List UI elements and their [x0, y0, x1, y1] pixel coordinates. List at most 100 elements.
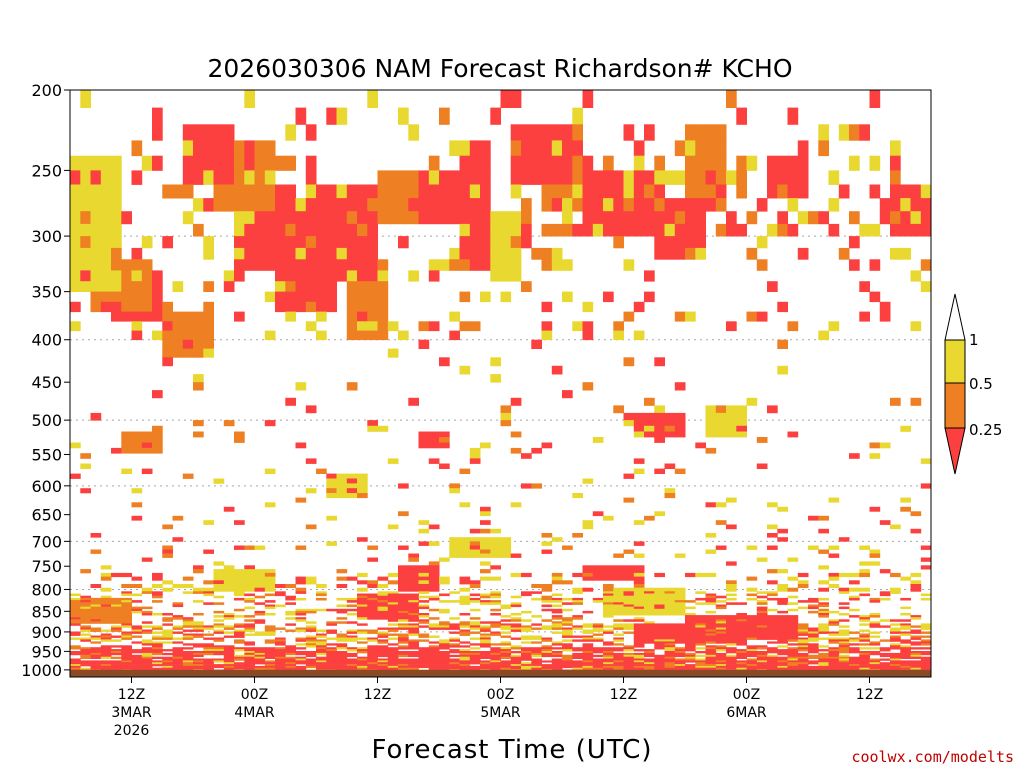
ri-cell-443 — [490, 236, 501, 249]
ri-cell-2998 — [818, 660, 829, 663]
ri-cell-3294 — [541, 667, 553, 670]
ri-cell-977 — [551, 537, 563, 542]
ri-cell-912 — [295, 497, 307, 503]
ri-cell-380 — [367, 223, 378, 237]
ri-cell-2366 — [141, 643, 153, 646]
ri-cell-3305 — [664, 667, 676, 670]
ri-cell-2923 — [869, 658, 881, 661]
ri-cell-2039 — [582, 629, 594, 632]
ri-cell-1111 — [521, 572, 532, 578]
ri-cell-1387 — [469, 597, 481, 601]
ri-cell-2380 — [439, 643, 450, 646]
ri-cell-204 — [418, 184, 430, 199]
ri-cell-1968 — [305, 627, 317, 630]
ri-cell-2899 — [603, 658, 614, 661]
ri-cell-3107 — [264, 664, 276, 667]
ri-cell-1507 — [264, 604, 276, 608]
ri-cell-3274 — [326, 667, 337, 670]
ri-cell-202 — [398, 184, 409, 199]
ri-cell-1010 — [859, 545, 870, 550]
ri-cell-664 — [859, 311, 870, 322]
ri-cell-1447 — [633, 600, 645, 603]
ri-cell-1684 — [900, 613, 911, 616]
ri-cell-1433 — [418, 600, 430, 603]
ri-cell-1695 — [244, 615, 255, 618]
ri-cell-714 — [193, 339, 204, 349]
ri-cell-957 — [418, 528, 430, 534]
ri-cell-2821 — [459, 656, 471, 659]
ri-cell-265 — [408, 198, 419, 212]
credit-link[interactable]: coolwx.com/modelts — [851, 748, 1014, 766]
ri-cell-2464 — [254, 647, 266, 650]
ri-cell-3122 — [428, 664, 440, 667]
ri-cell-2919 — [828, 658, 840, 661]
ri-cell-2552 — [500, 649, 512, 652]
ri-cell-444 — [500, 236, 512, 249]
ri-cell-1925 — [572, 625, 583, 628]
ri-cell-675 — [357, 321, 368, 332]
ri-cell-398 — [644, 223, 655, 237]
ri-cell-546 — [234, 270, 245, 282]
ri-cell-672 — [203, 321, 214, 332]
ri-cell-2006 — [808, 627, 819, 630]
ri-cell-619 — [111, 301, 122, 313]
ri-cell-1482 — [572, 602, 583, 605]
ri-cell-1558 — [674, 606, 686, 610]
ri-cell-2540 — [316, 649, 327, 652]
ri-cell-1553 — [623, 606, 635, 610]
ri-cell-1802 — [879, 619, 891, 622]
ri-cell-898 — [131, 488, 143, 494]
ri-cell-1371 — [121, 597, 132, 601]
ri-cell-2505 — [746, 647, 758, 650]
ri-cell-3273 — [316, 667, 327, 670]
ri-cell-1262 — [859, 587, 870, 592]
ri-cell-2242 — [541, 637, 553, 640]
ri-cell-594 — [121, 291, 132, 303]
ri-cell-48 — [213, 140, 225, 157]
ri-cell-1259 — [818, 587, 829, 592]
ri-cell-107 — [654, 155, 665, 171]
ri-cell-2904 — [654, 658, 665, 661]
ri-cell-839 — [541, 442, 553, 449]
ri-cell-1957 — [111, 627, 122, 630]
ri-cell-2264 — [818, 637, 829, 640]
ri-cell-2986 — [695, 660, 706, 663]
ri-cell-2059 — [808, 629, 819, 632]
ri-cell-1235 — [254, 587, 266, 592]
ri-cell-1573 — [234, 608, 245, 612]
ri-cell-762 — [644, 412, 655, 421]
y-tick-label-800: 800 — [31, 580, 62, 599]
ri-cell-2915 — [777, 658, 788, 661]
ri-cell-2988 — [715, 660, 727, 663]
ri-cell-1671 — [613, 613, 624, 616]
ri-cell-2451 — [80, 647, 91, 650]
ri-cell-110 — [705, 155, 717, 171]
ri-cell-1343 — [387, 595, 399, 599]
ri-cell-1210 — [367, 584, 378, 588]
ri-cell-130 — [213, 170, 225, 185]
ri-cell-2763 — [582, 654, 594, 658]
ri-cell-135 — [264, 170, 276, 185]
ri-cell-1250 — [633, 587, 645, 592]
ri-cell-2174 — [182, 635, 194, 638]
ri-cell-1139 — [254, 576, 266, 581]
ri-cell-2313 — [828, 639, 840, 642]
ri-cell-2650 — [900, 651, 911, 654]
ri-cell-500 — [111, 259, 122, 271]
ri-cell-1569 — [100, 608, 112, 612]
ri-cell-193 — [305, 184, 317, 199]
ri-cell-2255 — [726, 637, 737, 640]
ri-cell-3219 — [603, 665, 614, 669]
ri-cell-1508 — [275, 604, 286, 608]
ri-cell-896 — [920, 483, 932, 489]
ri-cell-346 — [674, 211, 686, 225]
ri-cell-1828 — [685, 621, 696, 624]
ri-cell-1338 — [254, 595, 266, 599]
ri-cell-1894 — [80, 625, 91, 628]
ri-cell-231 — [787, 184, 799, 199]
ri-cell-3118 — [387, 664, 399, 667]
ri-cell-3042 — [428, 662, 440, 665]
ri-cell-2754 — [490, 654, 501, 658]
ri-cell-715 — [203, 339, 214, 349]
ri-cell-2396 — [726, 643, 737, 646]
